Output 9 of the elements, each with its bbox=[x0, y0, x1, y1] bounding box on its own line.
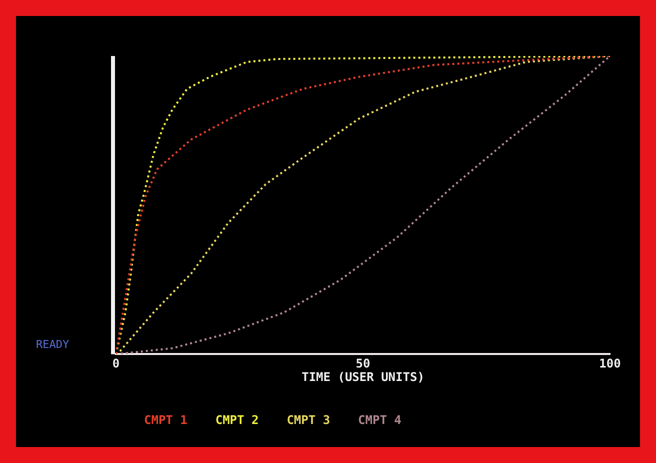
x-tick-label: 50 bbox=[356, 356, 370, 371]
text: READY bbox=[36, 338, 70, 351]
text: CMPT 3 bbox=[286, 413, 330, 428]
text: CMPT 4 bbox=[358, 413, 402, 428]
text: CMPT 2 bbox=[215, 413, 259, 428]
x-tick-label: 100 bbox=[599, 356, 621, 371]
x-tick-label: 0 bbox=[112, 356, 120, 371]
x-axis-title: TIME (USER UNITS) bbox=[302, 370, 424, 384]
text: CMPT 1 bbox=[144, 413, 188, 428]
